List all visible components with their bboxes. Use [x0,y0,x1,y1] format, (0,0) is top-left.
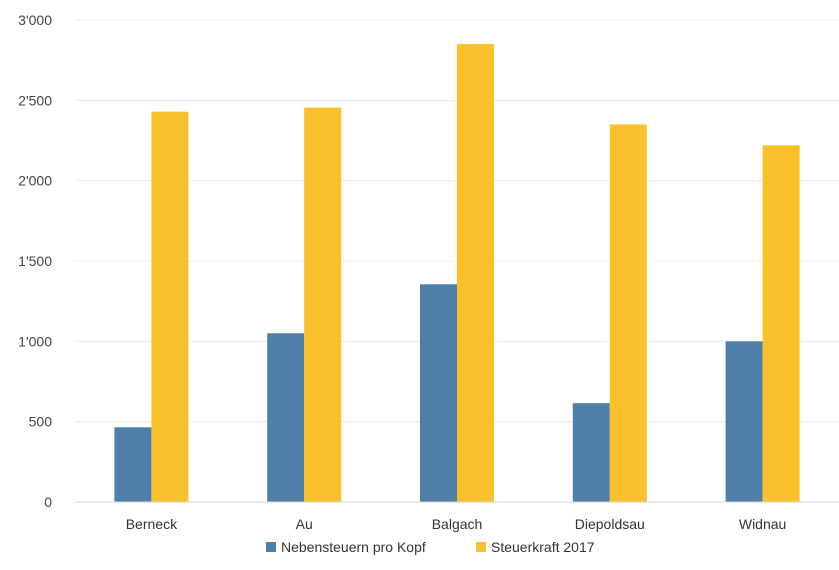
legend-swatch [266,542,276,552]
bar-nebensteuern-diepoldsau [572,403,610,502]
y-tick-label: 500 [29,414,53,430]
bar-nebensteuern-widnau [725,341,763,502]
bar-nebensteuern-au [267,333,305,502]
bar-nebensteuern-balgach [420,284,457,502]
y-tick-label: 2'500 [18,92,52,108]
bar-nebensteuern-berneck [114,427,152,502]
legend-label: Steuerkraft 2017 [491,539,595,555]
bar-steuerkraft-berneck [151,111,189,502]
y-axis-tick-labels: 0 500 1'000 1'500 2'000 2'500 3'000 [18,12,52,510]
x-category-label: Widnau [739,516,786,532]
bar-steuerkraft-widnau [762,145,800,502]
bar-steuerkraft-diepoldsau [609,124,647,502]
legend-swatch [476,542,486,552]
legend: Nebensteuern pro Kopf Steuerkraft 2017 [266,539,595,555]
y-tick-label: 3'000 [18,12,52,28]
x-axis-category-labels: Berneck Au Balgach Diepoldsau Widnau [126,516,787,532]
y-tick-label: 1'500 [18,253,52,269]
x-category-label: Balgach [432,516,483,532]
bar-steuerkraft-au [304,107,342,503]
y-tick-label: 2'000 [18,173,52,189]
bar-steuerkraft-balgach [457,44,494,502]
legend-label: Nebensteuern pro Kopf [281,539,426,555]
x-category-label: Diepoldsau [575,516,645,532]
y-tick-label: 0 [44,494,52,510]
x-category-label: Berneck [126,516,178,532]
bars [114,44,800,503]
x-category-label: Au [296,516,313,532]
y-tick-label: 1'000 [18,333,52,349]
